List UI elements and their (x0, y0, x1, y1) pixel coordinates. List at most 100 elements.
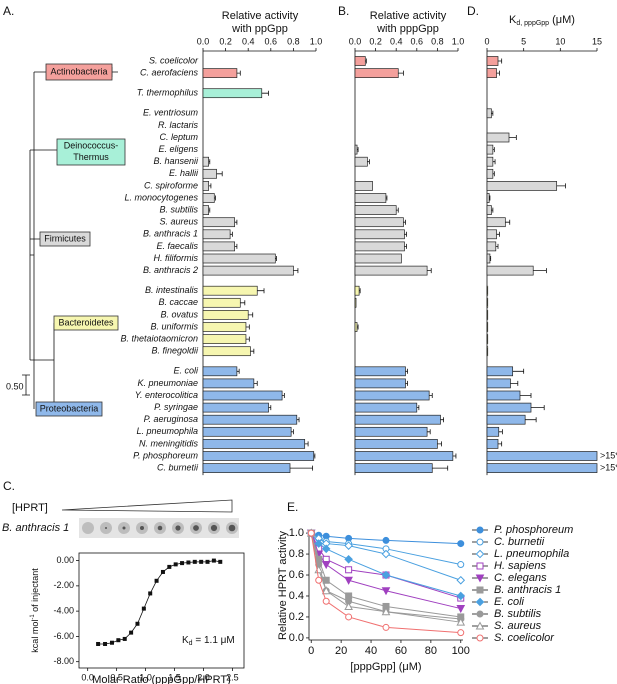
point (476, 562, 484, 570)
legend-label: L. pneumophila (494, 548, 569, 560)
legend-label: S. coelicolor (494, 632, 555, 644)
y-tick-label: 0.8 (289, 548, 304, 560)
category-label: B. subtilis (159, 204, 198, 214)
clade-box (39, 231, 91, 247)
x-tick-label: 10 (555, 36, 565, 46)
bar (202, 463, 291, 473)
bar (202, 205, 210, 215)
point (382, 623, 390, 631)
error-bar (492, 171, 495, 177)
error-bar (234, 243, 238, 249)
x-tick-label: 1.5 (168, 672, 181, 682)
axis-title: with pppGpp (376, 23, 439, 35)
error-bar (291, 429, 294, 435)
error-bar (304, 441, 309, 447)
category-label: P. aeruginosa (144, 414, 198, 424)
bar (202, 439, 306, 449)
error-bar (357, 147, 359, 153)
category-label: K. pneumoniae (137, 378, 198, 388)
y-axis-label: kcal mol-1 of injectant (30, 568, 41, 653)
bar (202, 390, 283, 401)
bar (486, 285, 489, 296)
bar (354, 144, 358, 155)
error-bar (236, 70, 241, 76)
point (456, 617, 466, 626)
y-tick-label: -6.00 (53, 631, 74, 641)
error-bar (496, 70, 500, 76)
bar (202, 265, 294, 276)
bar (202, 229, 231, 240)
error-bar (498, 441, 503, 447)
category-label: P. syringae (154, 402, 198, 412)
error-bar (489, 195, 491, 201)
bar (354, 68, 399, 78)
point (167, 564, 172, 569)
bar (486, 414, 526, 425)
bar (486, 439, 499, 449)
x-tick-label: 5 (521, 36, 526, 46)
value-label: >15* (600, 450, 617, 460)
bar (354, 193, 387, 203)
error-bar (214, 195, 216, 201)
axis-title: with ppGpp (231, 23, 288, 35)
point (160, 569, 165, 574)
clade-box (45, 63, 113, 81)
error-bar (365, 58, 367, 64)
clade-label: Proteobacteria (40, 403, 99, 413)
panel-label: A. (3, 4, 14, 18)
x-tick-label: 0.4 (390, 36, 403, 46)
legend-label: S. aureus (494, 620, 542, 632)
point (457, 561, 465, 569)
point (456, 591, 466, 601)
legend-label: H. sapiens (494, 560, 546, 572)
point (141, 606, 146, 611)
point (456, 605, 466, 614)
legend-label: P. phosphoreum (494, 524, 573, 536)
category-label: C. spiroforme (144, 180, 198, 190)
y-tick-label: -4.00 (53, 606, 74, 616)
point (344, 601, 353, 610)
error-bar (531, 405, 545, 411)
category-label: B. anthracis 2 (143, 265, 198, 275)
clade-label: Actinobacteria (50, 66, 107, 76)
error-bar (396, 207, 399, 213)
series-line (310, 532, 461, 620)
x-tick-label: 100 (452, 645, 470, 657)
error-bar (498, 429, 503, 435)
bar (486, 168, 494, 179)
category-label: T. thermophilus (137, 88, 199, 98)
point (96, 641, 101, 646)
category-label: S. coelicolor (149, 55, 199, 65)
category-label: H. filiformis (154, 253, 199, 263)
title-part: K (509, 14, 517, 26)
point (381, 570, 391, 580)
gel-image (79, 518, 239, 538)
error-bar (290, 465, 314, 471)
annotation-part: d (189, 640, 193, 647)
error-bar (357, 324, 359, 330)
x-tick-label: 80 (425, 645, 437, 657)
x-tick-label: 2.0 (197, 672, 210, 682)
error-bar (208, 159, 211, 165)
error-bar (253, 380, 258, 386)
error-bar (275, 256, 277, 261)
clade-box (53, 315, 119, 331)
bar (486, 217, 506, 228)
error-bar (208, 183, 212, 189)
error-bar (505, 219, 511, 225)
point (475, 574, 485, 583)
error-bar (440, 417, 444, 423)
bar (486, 193, 490, 203)
error-bar (257, 288, 265, 294)
series-line (310, 532, 461, 623)
point (199, 559, 204, 564)
clade-box (35, 401, 103, 417)
category-label: E. faecalis (156, 241, 198, 251)
bar (202, 310, 249, 320)
y-tick-label: 0.00 (56, 555, 74, 565)
x-tick-label: 40 (365, 645, 377, 657)
axes (308, 531, 463, 641)
category-label: B. hansenii (153, 156, 199, 166)
clade-label: Deinococcus- (64, 141, 119, 151)
category-label: B. caccae (158, 297, 198, 307)
